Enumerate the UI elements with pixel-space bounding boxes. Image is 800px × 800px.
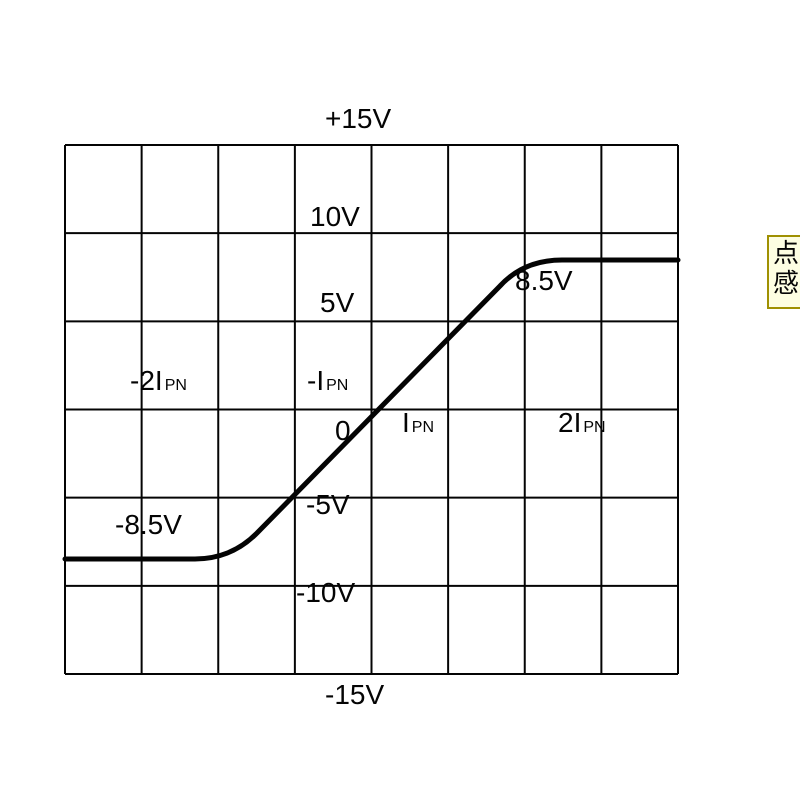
side-box-line2: 感器 xyxy=(773,269,800,299)
transfer-characteristic-chart: +15V-15V10V5V0-5V-10V8.5V-8.5V-2IPN-IPNI… xyxy=(0,0,800,800)
svg-text:5V: 5V xyxy=(320,287,355,318)
svg-text:10V: 10V xyxy=(310,201,360,232)
svg-text:-15V: -15V xyxy=(325,679,384,710)
svg-text:0: 0 xyxy=(335,415,351,446)
svg-text:-10V: -10V xyxy=(296,577,355,608)
svg-text:8.5V: 8.5V xyxy=(515,265,573,296)
svg-text:-8.5V: -8.5V xyxy=(115,509,182,540)
side-box-line1: 点击 xyxy=(773,239,800,269)
svg-text:+15V: +15V xyxy=(325,103,391,134)
svg-text:-5V: -5V xyxy=(306,489,350,520)
side-info-box: 点击 感器 xyxy=(767,235,800,309)
